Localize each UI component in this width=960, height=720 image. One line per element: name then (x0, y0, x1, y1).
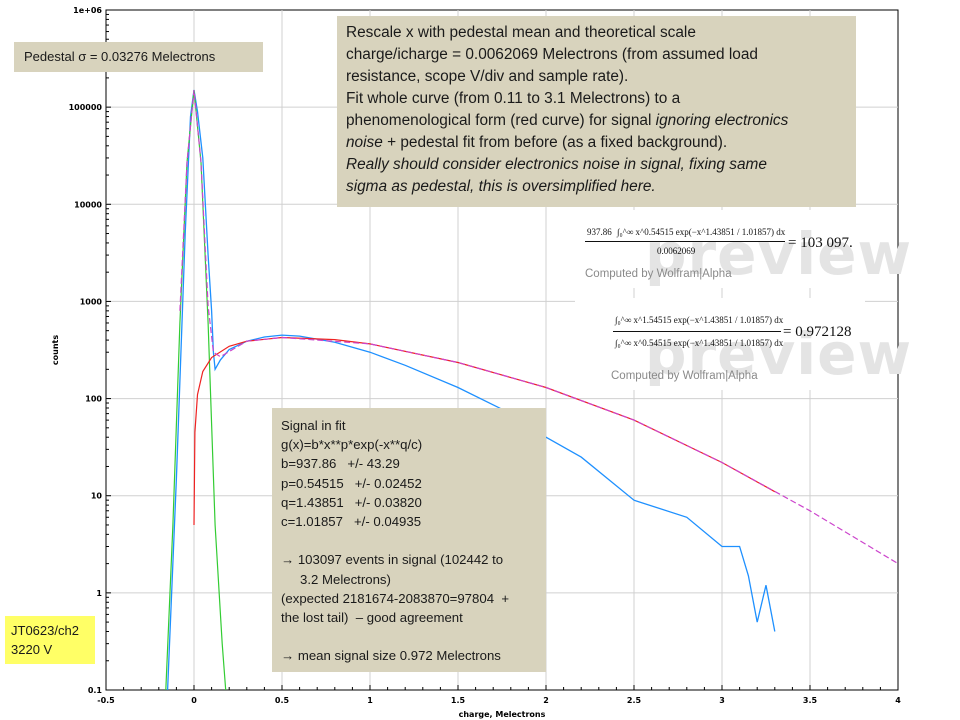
y-tick-label: 1 (96, 589, 102, 598)
desc-line: Really should consider electronics noise… (346, 156, 767, 173)
eq2-fraction-bar (613, 331, 781, 332)
desc-line: charge/icharge = 0.0062069 Melectrons (f… (346, 46, 758, 63)
fit-line: 3.2 Melectrons) (300, 571, 391, 587)
eq2-denominator: ∫₀^∞ x^0.54515 exp(−x^1.43851 / 1.01857)… (615, 338, 784, 348)
wolfram-result-mean: preview ∫₀^∞ x^1.54515 exp(−x^1.43851 / … (575, 298, 911, 390)
x-tick-label: 4 (895, 696, 901, 705)
fit-line: → mean signal size 0.972 Melectrons (281, 648, 501, 664)
x-tick-label: 1.5 (451, 696, 466, 705)
fit-line: the lost tail) – good agreement (281, 610, 463, 626)
wolfram-footer: Computed by Wolfram|Alpha (585, 268, 732, 280)
pedestal-fit-line (165, 89, 227, 691)
eq2-result: = 0.972128 (783, 324, 852, 340)
x-tick-label: 3 (719, 696, 725, 705)
desc-line: noise + pedestal fit from before (as a f… (346, 132, 847, 154)
y-tick-label: 0.1 (88, 686, 103, 695)
method-description-note: Rescale x with pedestal mean and theoret… (337, 16, 856, 207)
desc-line: phenomenological form (red curve) for si… (346, 110, 847, 132)
fit-line: p=0.54515 +/- 0.02452 (281, 475, 422, 491)
desc-text: + pedestal fit from before (as a fixed b… (382, 134, 728, 151)
y-tick-label: 10000 (74, 200, 102, 209)
desc-line: sigma as pedestal, this is oversimplifie… (346, 178, 656, 195)
fit-line: (expected 2181674-2083870=97804 + (281, 590, 510, 606)
y-tick-label: 100000 (69, 103, 103, 112)
x-tick-label: 0.5 (275, 696, 290, 705)
x-axis-ticks: -0.5 0 0.5 1 1.5 2 2.5 3 3.5 4 (97, 685, 901, 705)
eq1-fraction-bar (585, 241, 785, 242)
x-tick-label: 0 (191, 696, 197, 705)
fit-line-spacer (281, 627, 546, 646)
x-tick-label: 3.5 (803, 696, 818, 705)
data-histogram-line (166, 89, 776, 691)
wolfram-result-events: preview 937.86 ∫₀^∞ x^0.54515 exp(−x^1.4… (575, 210, 911, 288)
desc-line: resistance, scope V/div and sample rate)… (346, 68, 629, 85)
y-tick-label: 1000 (80, 297, 103, 306)
pedestal-sigma-label: Pedestal σ = 0.03276 Melectrons (14, 42, 263, 72)
eq1-denominator: 0.0062069 (657, 246, 696, 256)
eq1-result: = 103 097. (788, 235, 853, 251)
x-tick-label: 2 (543, 696, 549, 705)
fit-line: g(x)=b*x**p*exp(-x**q/c) (281, 437, 423, 453)
series-group (165, 89, 899, 691)
wolfram-footer: Computed by Wolfram|Alpha (611, 370, 758, 382)
x-tick-label: -0.5 (97, 696, 115, 705)
fit-line: → 103097 events in signal (102442 to (281, 552, 504, 568)
fit-line: Signal in fit (281, 418, 346, 433)
eq1-integrand: ∫₀^∞ x^0.54515 exp(−x^1.43851 / 1.01857)… (617, 227, 786, 237)
preview-watermark: preview (645, 220, 913, 288)
desc-italic-text: noise (346, 134, 383, 151)
eq2-numerator: ∫₀^∞ x^1.54515 exp(−x^1.43851 / 1.01857)… (615, 315, 784, 325)
y-tick-label: 100 (85, 395, 102, 404)
x-tick-label: 2.5 (627, 696, 642, 705)
y-axis-ticks: 0.1 1 10 100 1000 10000 100000 1e+06 (69, 6, 111, 695)
desc-italic-text: ignoring electronics (655, 112, 789, 129)
run-voltage: 3220 V (11, 642, 53, 657)
fit-line-spacer (281, 531, 546, 550)
eq1-coefficient: 937.86 (587, 227, 612, 237)
desc-line: Fit whole curve (from 0.11 to 3.1 Melect… (346, 90, 681, 107)
y-tick-label: 10 (91, 492, 103, 501)
x-tick-label: 1 (367, 696, 373, 705)
fit-line: c=1.01857 +/- 0.04935 (281, 514, 422, 530)
run-label: JT0623/ch2 3220 V (5, 616, 95, 664)
x-axis-label: charge, Melectrons (459, 710, 546, 719)
y-axis-label: counts (51, 335, 60, 365)
desc-line: Rescale x with pedestal mean and theoret… (346, 24, 696, 41)
run-channel: JT0623/ch2 (11, 623, 79, 638)
y-tick-label: 1e+06 (73, 6, 102, 15)
fit-line: q=1.43851 +/- 0.03820 (281, 494, 422, 510)
desc-text: phenomenological form (red curve) for si… (346, 112, 656, 129)
plot-frame (105, 9, 899, 691)
fit-line: b=937.86 +/- 43.29 (281, 456, 400, 472)
total-fit-line (179, 89, 899, 565)
signal-fit-note: Signal in fit g(x)=b*x**p*exp(-x**q/c) b… (272, 408, 546, 672)
